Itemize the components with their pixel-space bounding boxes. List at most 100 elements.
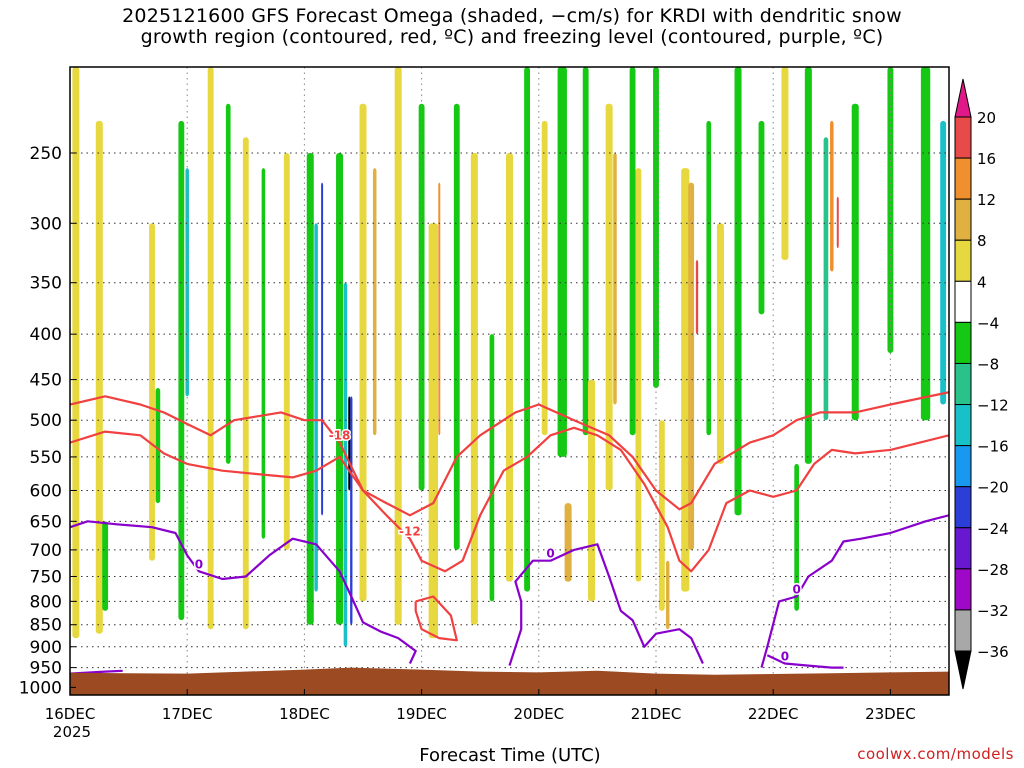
omega-streak (629, 67, 636, 436)
omega-streak (321, 182, 324, 516)
omega-streak (470, 153, 478, 625)
colorbar-label: 20 (977, 109, 996, 127)
colorbar-label: −24 (977, 520, 1009, 538)
x-tick-label: 23DEC (865, 705, 916, 723)
omega-streak (207, 67, 214, 630)
dgz-contour (70, 391, 949, 517)
omega-streak (920, 67, 931, 421)
freezing-level-contour (508, 543, 704, 666)
y-tick-label: 650 (30, 512, 62, 532)
freezing-level-contour (766, 654, 844, 669)
omega-streak (688, 182, 695, 550)
contour-label: -12 (399, 525, 421, 539)
colorbar-label: −32 (977, 602, 1009, 620)
omega-streak (794, 463, 799, 611)
colorbar-band (954, 116, 972, 159)
contour-label: -18 (329, 429, 351, 443)
omega-streak (489, 334, 495, 602)
omega-streak (635, 168, 642, 582)
omega-streak (758, 120, 765, 315)
omega-streak (557, 67, 567, 457)
freezing-level-contour (760, 514, 949, 668)
omega-streak (695, 260, 699, 335)
omega-streak (734, 67, 742, 516)
colorbar-band (954, 486, 972, 529)
omega-streak (72, 67, 80, 639)
omega-streak (505, 153, 514, 582)
colorbar-bottom-cap (954, 650, 972, 690)
omega-streak (283, 153, 290, 550)
omega-streak (588, 379, 596, 602)
omega-streak (102, 521, 109, 611)
y-tick-label: 800 (30, 592, 62, 612)
colorbar-band (954, 157, 972, 200)
colorbar-label: 16 (977, 150, 996, 168)
colorbar-band (954, 321, 972, 364)
colorbar-label: 8 (977, 232, 987, 250)
omega-streak (830, 120, 834, 272)
omega-streak (359, 103, 367, 602)
credit-text: coolwx.com/models (857, 745, 1014, 763)
y-tick-label: 600 (30, 481, 62, 501)
x-tick-sublabel: 2025 (53, 723, 91, 741)
colorbar-label: −20 (977, 479, 1009, 497)
colorbar-band (954, 198, 972, 241)
y-tick-label: 950 (30, 659, 62, 679)
y-tick-label: 400 (30, 325, 62, 345)
x-axis-label: Forecast Time (UTC) (419, 745, 601, 766)
omega-streak (681, 168, 690, 592)
omega-streak (149, 223, 155, 561)
omega-streak (851, 103, 859, 421)
freezing-level-contour (70, 520, 417, 664)
colorbar-label: −4 (977, 314, 999, 332)
omega-streak (781, 67, 789, 261)
y-tick-label: 750 (30, 567, 62, 587)
colorbar-band (954, 609, 972, 652)
contour-label: 0 (781, 650, 789, 664)
omega-streak (225, 103, 231, 464)
omega-streak (372, 168, 377, 436)
colorbar-band (954, 362, 972, 406)
axes: 2503003504004505005506006507007508008509… (19, 66, 950, 741)
omega-streak (706, 120, 712, 436)
y-tick-label: 300 (30, 214, 62, 234)
x-tick-label: 22DEC (748, 705, 799, 723)
contours: -12 -18 0 0 0 0 (70, 391, 949, 675)
omega-streak (823, 137, 829, 421)
omega-streak (261, 168, 266, 539)
y-tick-label: 500 (30, 411, 62, 431)
plot-frame (69, 66, 950, 696)
colorbar: 20 16 12 8 4 −4 −8 −12 −16 −20 −24 −28 −32 −36 (954, 78, 1009, 690)
omega-streak (453, 103, 460, 550)
colorbar-band (954, 527, 972, 570)
colorbar-label: −28 (977, 561, 1009, 579)
colorbar-band (954, 239, 972, 282)
y-tick-label: 250 (30, 144, 62, 164)
omega-streak (605, 103, 613, 491)
colorbar-label: 4 (977, 273, 987, 291)
omega-shading (72, 67, 947, 647)
omega-streak (887, 67, 894, 353)
omega-streak (541, 120, 548, 436)
y-tick-label: 350 (30, 274, 62, 294)
omega-streak (716, 223, 724, 464)
omega-streak (564, 503, 572, 582)
omega-streak (178, 120, 185, 621)
colorbar-label: 12 (977, 191, 996, 209)
dgz-contour (414, 595, 458, 642)
colorbar-label: −16 (977, 438, 1009, 456)
title-line-2: growth region (contoured, red, ºC) and f… (140, 26, 884, 48)
omega-streak (524, 67, 531, 592)
contour-label: 0 (195, 557, 203, 571)
contour-label: 0 (792, 583, 800, 597)
colorbar-band (954, 404, 972, 447)
dgz-contour (70, 426, 949, 573)
omega-streak (336, 153, 344, 625)
omega-streak (428, 223, 439, 639)
omega-streak (418, 103, 425, 491)
y-tick-label: 550 (30, 448, 62, 468)
omega-streak (95, 120, 103, 634)
x-tick-label: 17DEC (162, 705, 213, 723)
chart-title: 2025121600 GFS Forecast Omega (shaded, −… (0, 6, 1024, 48)
